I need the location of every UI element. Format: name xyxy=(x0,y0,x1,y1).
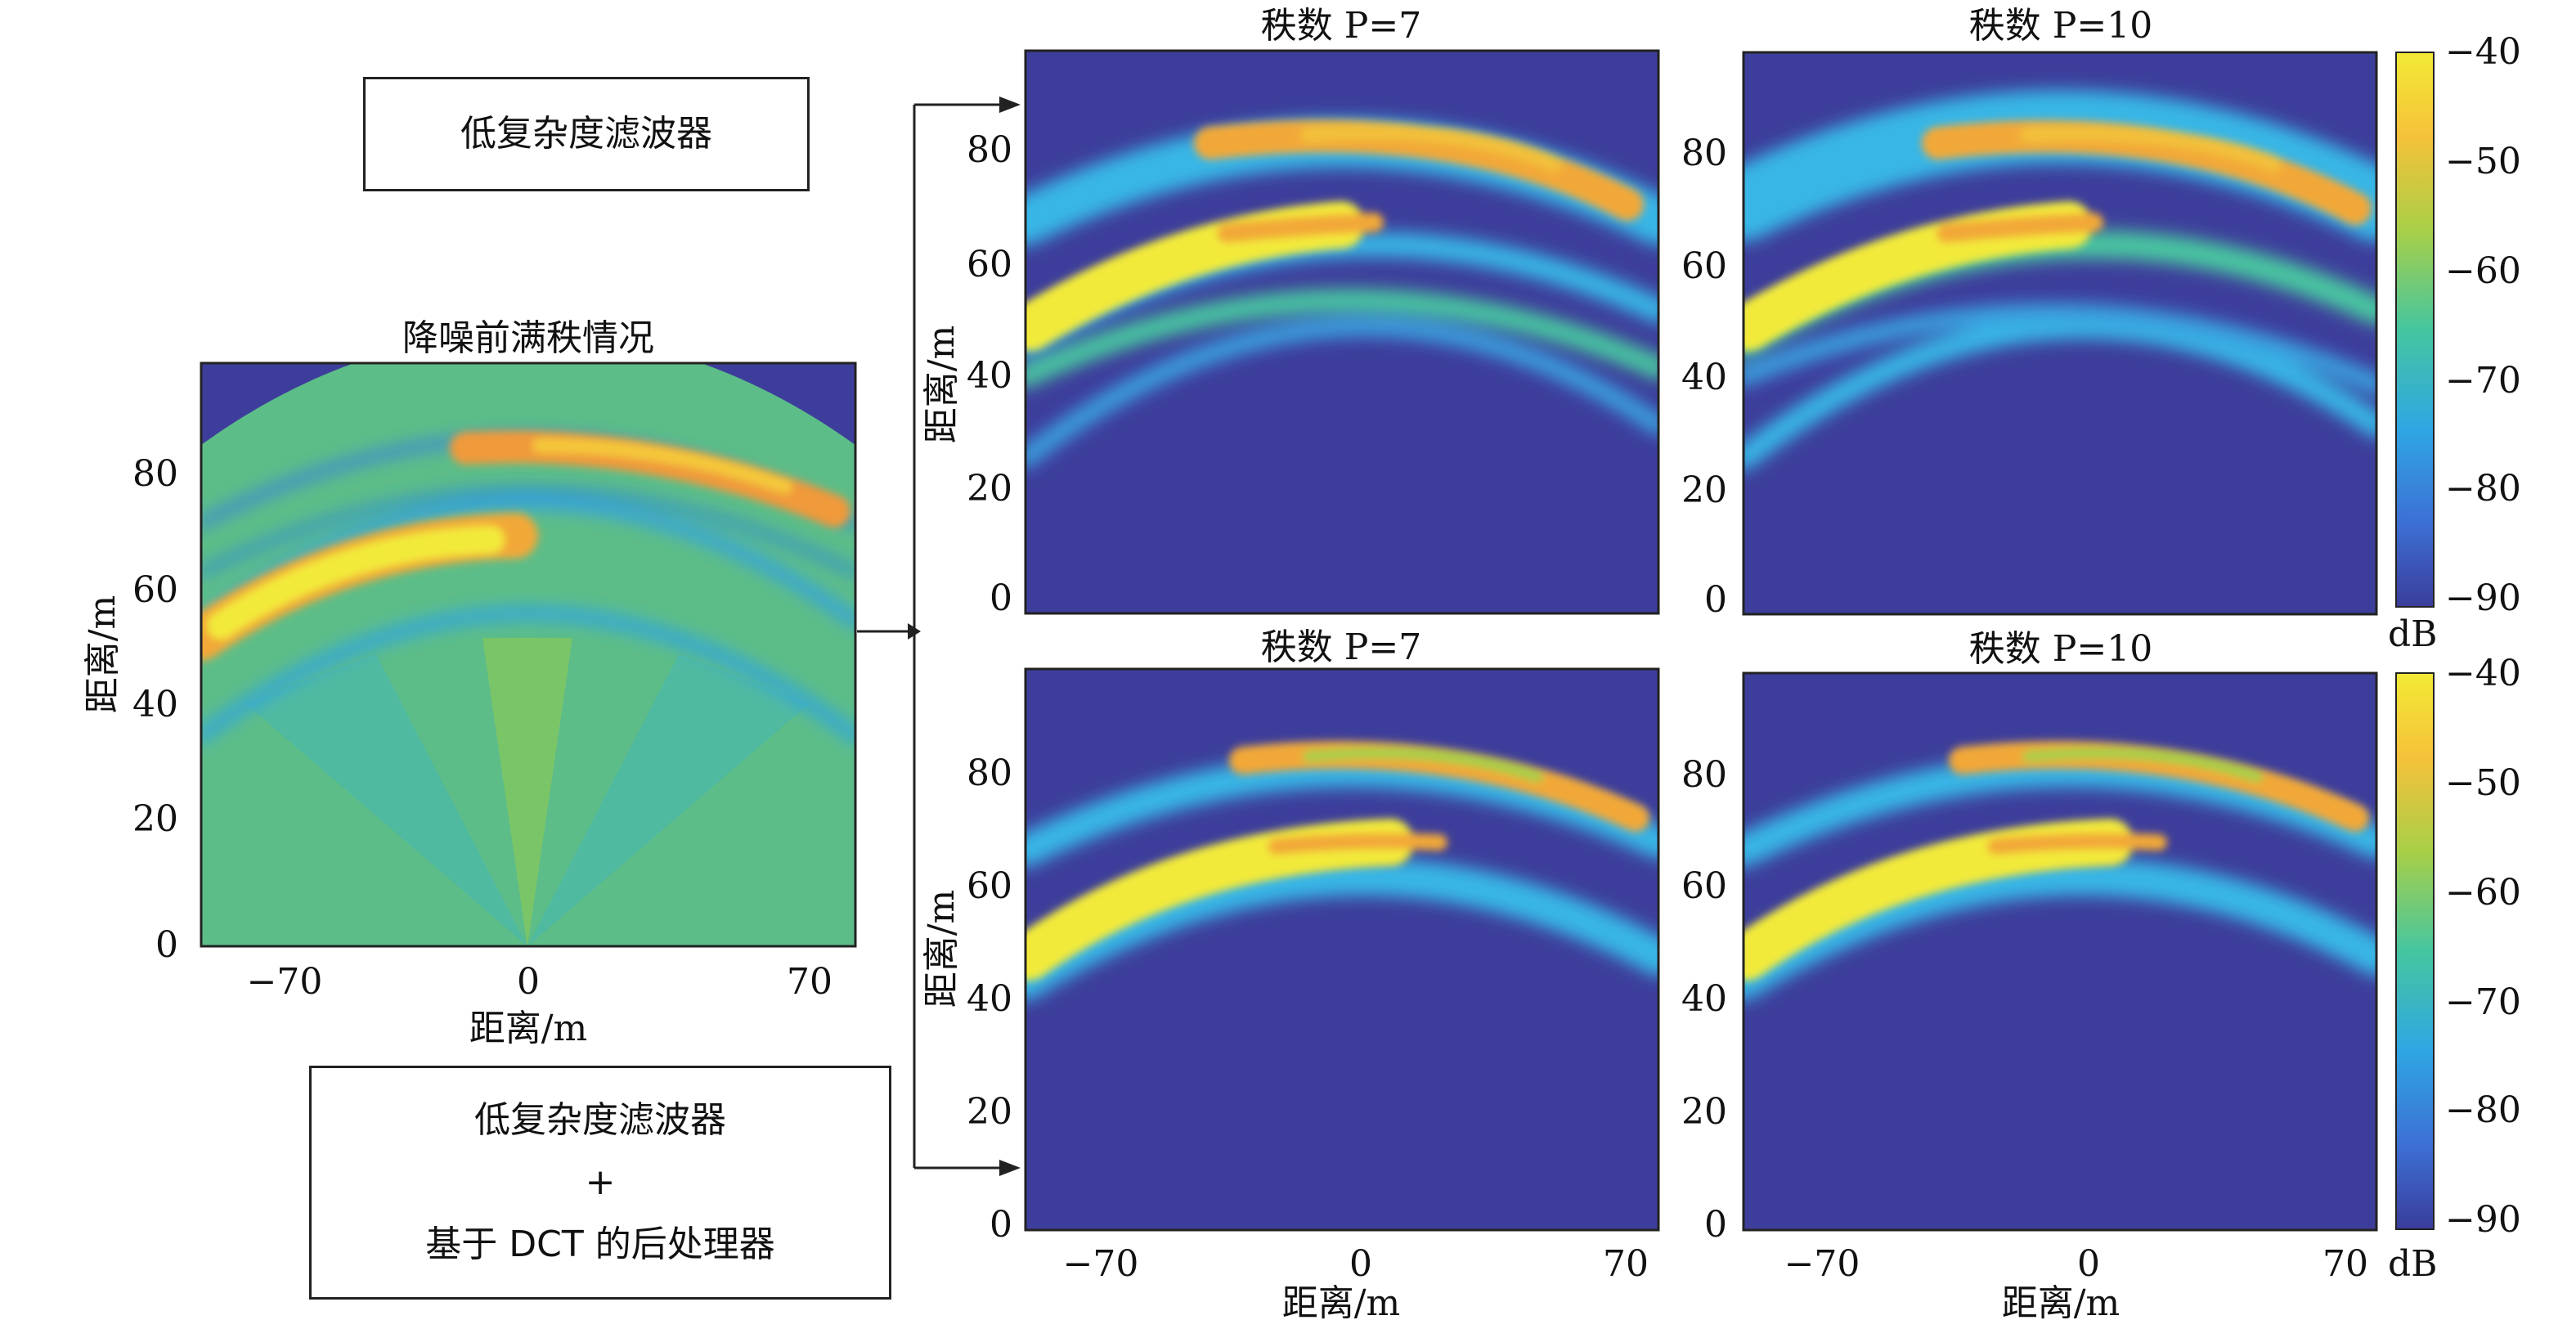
panel-full-rank-ytick: 40 xyxy=(132,684,178,725)
colorbar-top-tick: −90 xyxy=(2445,577,2521,619)
connector-arrows xyxy=(857,103,1003,1170)
panel-full-rank-image xyxy=(201,363,855,946)
panel-p10-bottom-ytick: 60 xyxy=(1681,865,1727,907)
panel-p7-bottom-ytick: 0 xyxy=(990,1204,1012,1246)
panel-full-rank-title: 降噪前满秩情况 xyxy=(402,317,654,359)
panel-full-rank-ytick: 20 xyxy=(132,798,178,840)
panel-p7-top-ytick: 20 xyxy=(967,468,1012,510)
panel-p10-top-ytick: 40 xyxy=(1681,357,1727,398)
colorbar-top xyxy=(2395,52,2435,608)
panel-p7-bottom-image xyxy=(1025,669,1658,1230)
panel-p10-top-ytick: 60 xyxy=(1681,245,1727,287)
panel-p7-bottom-xtick: 70 xyxy=(1603,1243,1649,1285)
panel-p7-bottom-title: 秩数 P=7 xyxy=(1261,626,1421,668)
panel-p10-top-ytick: 20 xyxy=(1681,469,1727,511)
panel-p10-bottom-image xyxy=(1744,673,2376,1230)
panel-p7-bottom-ytick: 40 xyxy=(967,978,1012,1020)
panel-p10-bottom-xlabel: 距离/m xyxy=(2002,1282,2120,1324)
panel-p7-top-ylabel: 距离/m xyxy=(921,326,963,444)
panel-p7-bottom-ytick: 80 xyxy=(967,752,1012,794)
panel-p7-bottom-xtick: 0 xyxy=(1349,1243,1372,1285)
panel-p7-top-ytick: 60 xyxy=(967,244,1012,285)
colorbar-bottom-tick: −40 xyxy=(2445,653,2521,694)
panel-full-rank-frame xyxy=(200,361,857,948)
colorbar-top-unit: dB xyxy=(2388,613,2438,655)
panel-p10-bottom-xtick: 0 xyxy=(2077,1243,2100,1285)
panel-p7-bottom-ytick: 60 xyxy=(967,865,1012,907)
panel-full-rank-ytick: 0 xyxy=(155,924,178,966)
panel-p10-top-frame xyxy=(1742,51,2378,616)
panel-p7-top-frame xyxy=(1024,49,1660,615)
colorbar-bottom xyxy=(2395,672,2435,1230)
panel-p7-bottom-ylabel: 距离/m xyxy=(921,890,963,1008)
panel-full-rank-xtick: −70 xyxy=(247,961,323,1003)
low-complexity-filter-label: 低复杂度滤波器 xyxy=(460,113,712,155)
panel-p10-bottom-ytick: 20 xyxy=(1681,1091,1727,1133)
panel-p7-top-ytick: 0 xyxy=(990,577,1012,619)
panel-p7-top-ytick: 80 xyxy=(967,129,1012,171)
colorbar-bottom-unit: dB xyxy=(2388,1243,2438,1285)
colorbar-bottom-tick: −80 xyxy=(2445,1089,2521,1131)
colorbar-top-tick: −80 xyxy=(2445,468,2521,510)
panel-full-rank-xtick: 70 xyxy=(787,961,832,1003)
low-complexity-filter-box: 低复杂度滤波器 xyxy=(363,77,810,191)
colorbar-bottom-tick: −90 xyxy=(2445,1199,2521,1241)
colorbar-top-tick: −40 xyxy=(2445,31,2521,73)
colorbar-bottom-tick: −50 xyxy=(2445,762,2521,804)
panel-full-rank-xlabel: 距离/m xyxy=(469,1008,588,1049)
panel-full-rank-ylabel: 距离/m xyxy=(82,595,123,714)
panel-p10-bottom-xtick: 70 xyxy=(2322,1243,2368,1285)
panel-p10-top-title: 秩数 P=10 xyxy=(1969,5,2152,47)
panel-p7-top-title: 秩数 P=7 xyxy=(1261,5,1421,47)
colorbar-top-tick: −70 xyxy=(2445,360,2521,402)
panel-p7-bottom-frame xyxy=(1024,667,1660,1232)
colorbar-top-tick: −50 xyxy=(2445,141,2521,182)
dct-box-line-2: + xyxy=(585,1161,616,1203)
filter-dct-postprocessor-box: 低复杂度滤波器 + 基于 DCT 的后处理器 xyxy=(309,1066,891,1300)
dct-box-line-3: 基于 DCT 的后处理器 xyxy=(425,1223,775,1265)
panel-p7-top-image xyxy=(1025,51,1658,613)
panel-p7-bottom-xtick: −70 xyxy=(1063,1243,1139,1285)
panel-full-rank-xtick: 0 xyxy=(517,961,540,1003)
dct-box-line-1: 低复杂度滤波器 xyxy=(474,1099,726,1141)
arrowheads xyxy=(908,97,1021,1176)
panel-p10-top-ytick: 0 xyxy=(1704,579,1727,621)
panel-p10-bottom-xtick: −70 xyxy=(1784,1243,1860,1285)
panel-p10-bottom-ytick: 0 xyxy=(1704,1204,1727,1246)
panel-p10-bottom-ytick: 80 xyxy=(1681,754,1727,796)
colorbar-bottom-tick: −60 xyxy=(2445,872,2521,914)
panel-p10-bottom-title: 秩数 P=10 xyxy=(1969,628,2152,670)
panel-p10-bottom-frame xyxy=(1742,671,2378,1232)
colorbar-bottom-tick: −70 xyxy=(2445,981,2521,1023)
panel-p7-top-ytick: 40 xyxy=(967,355,1012,397)
panel-full-rank-ytick: 60 xyxy=(132,569,178,611)
panel-full-rank-ytick: 80 xyxy=(132,453,178,495)
panel-p10-bottom-ytick: 40 xyxy=(1681,978,1727,1020)
colorbar-top-tick: −60 xyxy=(2445,250,2521,292)
panel-p10-top-image xyxy=(1744,52,2376,614)
panel-p7-bottom-ytick: 20 xyxy=(967,1091,1012,1133)
panel-p10-top-ytick: 80 xyxy=(1681,132,1727,174)
panel-p7-bottom-xlabel: 距离/m xyxy=(1282,1282,1401,1324)
